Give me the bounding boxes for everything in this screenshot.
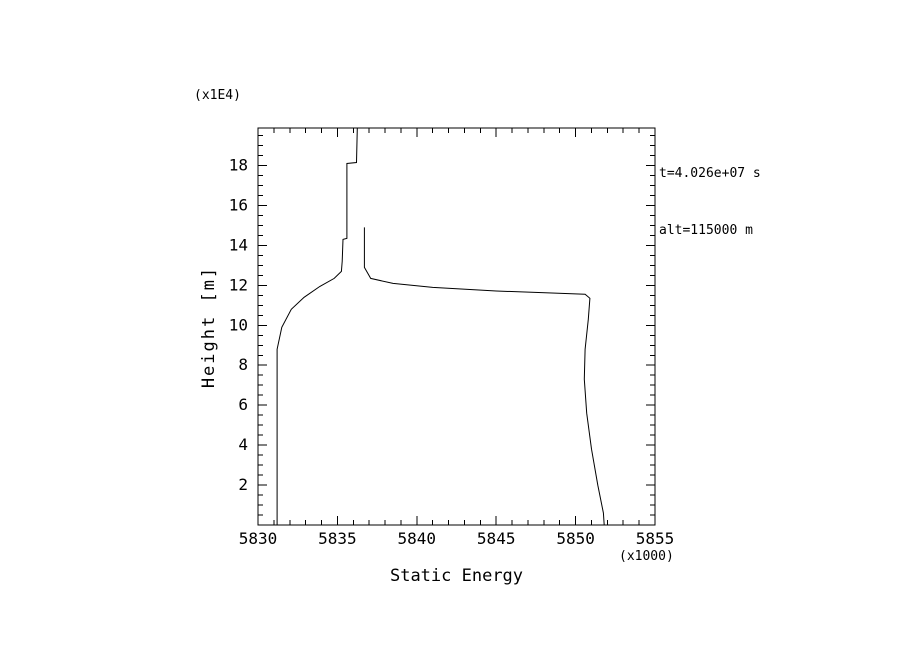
x-tick-label: 5845: [477, 529, 516, 548]
x-tick-label: 5840: [398, 529, 437, 548]
series-left-profile: [276, 127, 358, 525]
plot-frame: [257, 127, 656, 526]
y-tick-label: 6: [238, 395, 248, 414]
y-tick-label: 12: [229, 275, 248, 294]
y-tick-label: 16: [229, 196, 248, 215]
y-axis-title: Height [m]: [199, 265, 219, 389]
y-tick-label: 14: [229, 235, 248, 254]
y-tick-label: 2: [238, 475, 248, 494]
x-tick-label: 5855: [636, 529, 675, 548]
x-tick-label: 5830: [239, 529, 278, 548]
x-tick-label: 5850: [556, 529, 595, 548]
y-tick-label: 8: [238, 355, 248, 374]
plot-annotations: t=4.026e+07 s alt=115000 m: [659, 126, 761, 278]
y-tick-label: 4: [238, 435, 248, 454]
x-axis-scale-note: (x1000): [619, 549, 674, 564]
y-tick-label: 10: [229, 315, 248, 334]
y-axis-scale-note: (x1E4): [194, 88, 241, 103]
altitude-annotation: alt=115000 m: [659, 223, 753, 238]
series-right-profile: [363, 227, 605, 526]
time-annotation: t=4.026e+07 s: [659, 166, 761, 181]
x-axis-title: Static Energy: [389, 566, 524, 586]
x-tick-label: 5835: [318, 529, 357, 548]
y-tick-label: 18: [229, 156, 248, 175]
